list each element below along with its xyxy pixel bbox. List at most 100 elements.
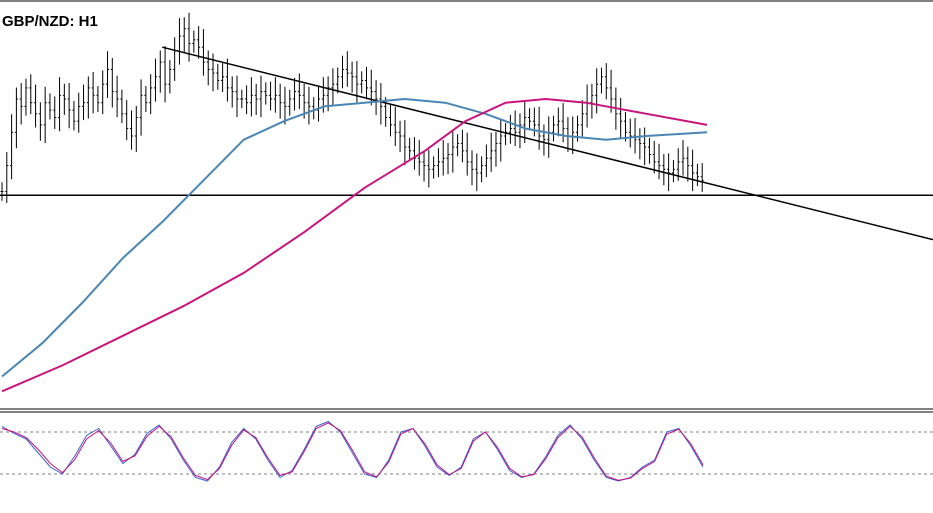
ohlc-bar — [29, 74, 33, 115]
ohlc-bar — [532, 107, 536, 137]
ohlc-bar — [72, 100, 76, 131]
ohlc-bar — [216, 63, 220, 90]
chart-title: GBP/NZD: H1 — [2, 13, 98, 30]
ohlc-bar — [465, 132, 469, 176]
ohlc-bar — [144, 86, 148, 112]
ohlc-bar — [475, 153, 479, 192]
ohlc-bar — [508, 114, 512, 144]
ohlc-bar — [528, 108, 532, 131]
ohlc-bar — [149, 74, 153, 115]
ohlc-bar — [432, 156, 436, 179]
ohlc-bar — [86, 76, 90, 119]
ohlc-bar — [278, 83, 282, 119]
ohlc-bar — [657, 143, 661, 180]
ohlc-bar — [671, 160, 675, 183]
ohlc-bar — [192, 30, 196, 53]
ohlc-bar — [211, 53, 215, 92]
ohlc-bar — [374, 80, 378, 115]
ohlc-bar — [120, 89, 124, 124]
ohlc-bar — [173, 37, 177, 81]
ohlc-bar — [307, 86, 311, 125]
ohlc-bar — [647, 137, 651, 164]
ma-line-ma_slow — [1, 97, 708, 393]
ohlc-bar — [480, 156, 484, 183]
ohlc-bar — [110, 57, 114, 108]
ohlc-bars — [0, 12, 704, 203]
ohlc-bar — [10, 114, 14, 180]
ohlc-bar — [106, 51, 110, 98]
ohlc-bar — [0, 182, 4, 201]
ohlc-bar — [566, 117, 570, 152]
ohlc-bar — [355, 60, 359, 103]
trendline-descending — [162, 46, 933, 241]
ohlc-bar — [350, 61, 354, 93]
ohlc-bar — [139, 79, 143, 136]
ohlc-bar — [499, 120, 503, 162]
ohlc-bar — [58, 77, 62, 132]
ohlc-bar — [345, 51, 349, 87]
ohlc-bar — [384, 97, 388, 127]
ohlc-bar — [580, 100, 584, 137]
ohlc-bar — [62, 83, 66, 115]
ohlc-bar — [293, 77, 297, 111]
ohlc-bar — [24, 78, 28, 116]
ohlc-bar — [134, 106, 138, 152]
ohlc-bar — [460, 129, 464, 163]
ohlc-bar — [513, 110, 517, 146]
ohlc-bar — [245, 85, 249, 115]
ohlc-bar — [91, 71, 95, 114]
ohlc-bar — [201, 29, 205, 76]
ohlc-bar — [101, 70, 105, 115]
ohlc-bar — [230, 76, 234, 108]
ohlc-bar — [436, 148, 440, 178]
ohlc-bar — [470, 150, 474, 186]
ohlc-bar — [652, 140, 656, 174]
ohlc-bar — [595, 68, 599, 114]
osc-line-signal — [1, 422, 704, 481]
ohlc-bar — [288, 89, 292, 116]
ohlc-bar — [5, 151, 9, 203]
moving-averages — [1, 97, 708, 393]
ohlc-bar — [53, 96, 57, 129]
ohlc-bar — [484, 144, 488, 178]
ohlc-bar — [552, 115, 556, 142]
ohlc-bar — [264, 82, 268, 105]
ohlc-bar — [609, 69, 613, 113]
ohlc-bar — [523, 101, 527, 144]
ohlc-bar — [38, 102, 42, 141]
ohlc-bar — [182, 17, 186, 53]
ohlc-bar — [129, 110, 133, 150]
ohlc-bar — [676, 148, 680, 181]
ohlc-bar — [427, 149, 431, 188]
oscillator-panel — [0, 420, 933, 482]
ohlc-bar — [441, 140, 445, 176]
ohlc-bar — [34, 84, 38, 128]
trendlines — [0, 46, 933, 241]
ohlc-bar — [585, 84, 589, 128]
ohlc-bar — [283, 86, 287, 125]
ohlc-bar — [187, 12, 191, 62]
ohlc-bar — [77, 92, 81, 133]
ohlc-bar — [115, 75, 119, 118]
ohlc-bar — [163, 46, 167, 103]
ohlc-bar — [125, 100, 129, 141]
ohlc-bar — [628, 118, 632, 148]
ohlc-bar — [691, 149, 695, 192]
ohlc-bar — [249, 77, 253, 117]
ohlc-bar — [206, 50, 210, 86]
ohlc-bar — [408, 137, 412, 161]
ohlc-bar — [422, 150, 426, 182]
ohlc-bar — [556, 107, 560, 137]
ohlc-bar — [633, 117, 637, 154]
ohlc-bar — [398, 120, 402, 152]
ohlc-bar — [96, 86, 100, 112]
ohlc-bar — [360, 71, 364, 94]
ohlc-bar — [153, 58, 157, 102]
ohlc-bar — [599, 67, 603, 94]
ohlc-bar — [369, 69, 373, 106]
ohlc-bar — [312, 97, 316, 120]
ohlc-bar — [273, 77, 277, 113]
ohlc-bar — [686, 146, 690, 182]
ohlc-bar — [456, 134, 460, 157]
